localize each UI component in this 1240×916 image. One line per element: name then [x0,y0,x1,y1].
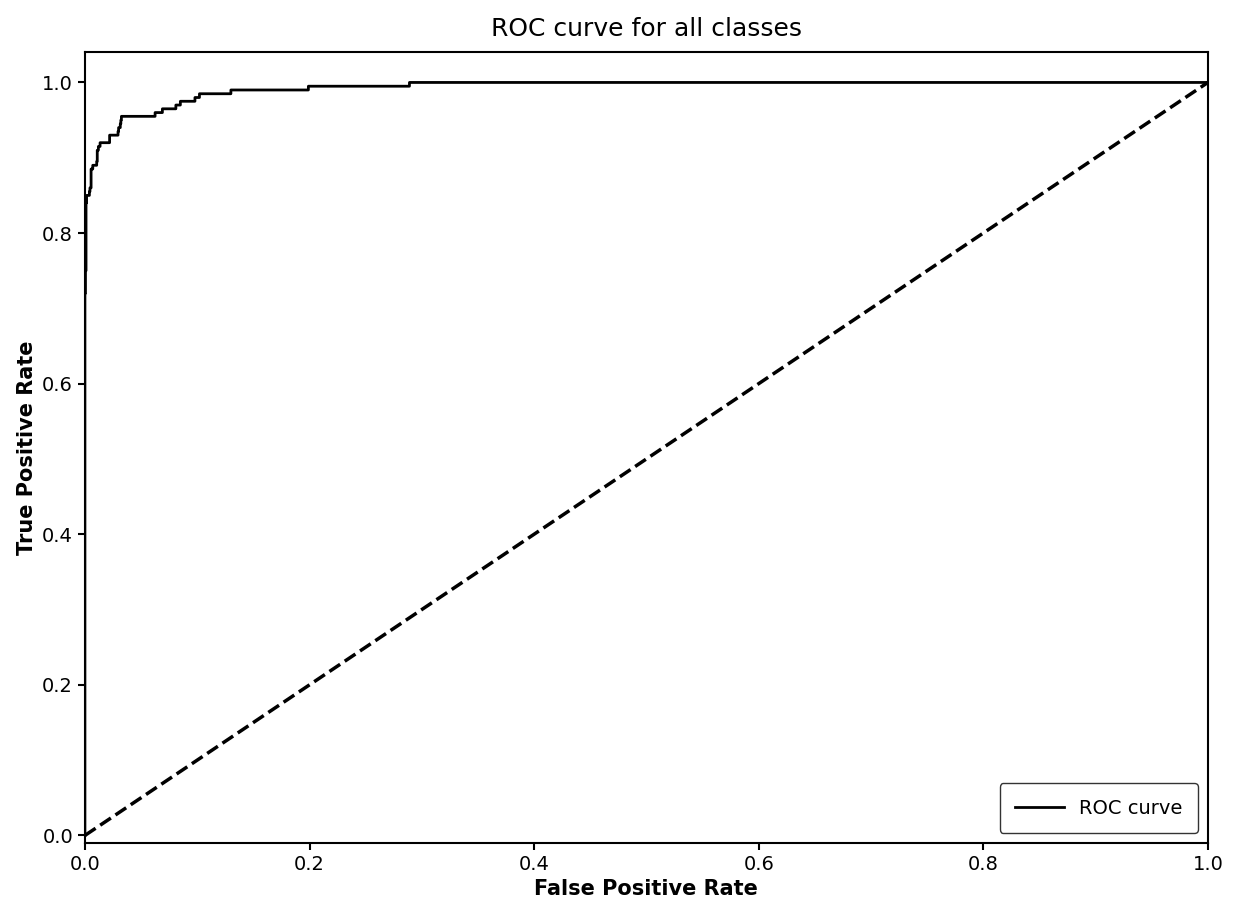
ROC curve [402,77,417,88]
ROC curve [963,77,978,88]
ROC curve [77,830,92,841]
Title: ROC curve for all classes: ROC curve for all classes [491,16,802,40]
ROC curve [396,81,410,92]
ROC curve [77,344,92,355]
ROC curve [1200,77,1215,88]
Legend: ROC curve: ROC curve [999,783,1198,834]
ROC curve [342,81,357,92]
ROC curve [294,84,309,95]
Y-axis label: True Positive Rate: True Positive Rate [16,341,37,555]
Line: ROC curve: ROC curve [84,82,1208,835]
ROC curve [934,77,949,88]
X-axis label: False Positive Rate: False Positive Rate [534,879,759,900]
